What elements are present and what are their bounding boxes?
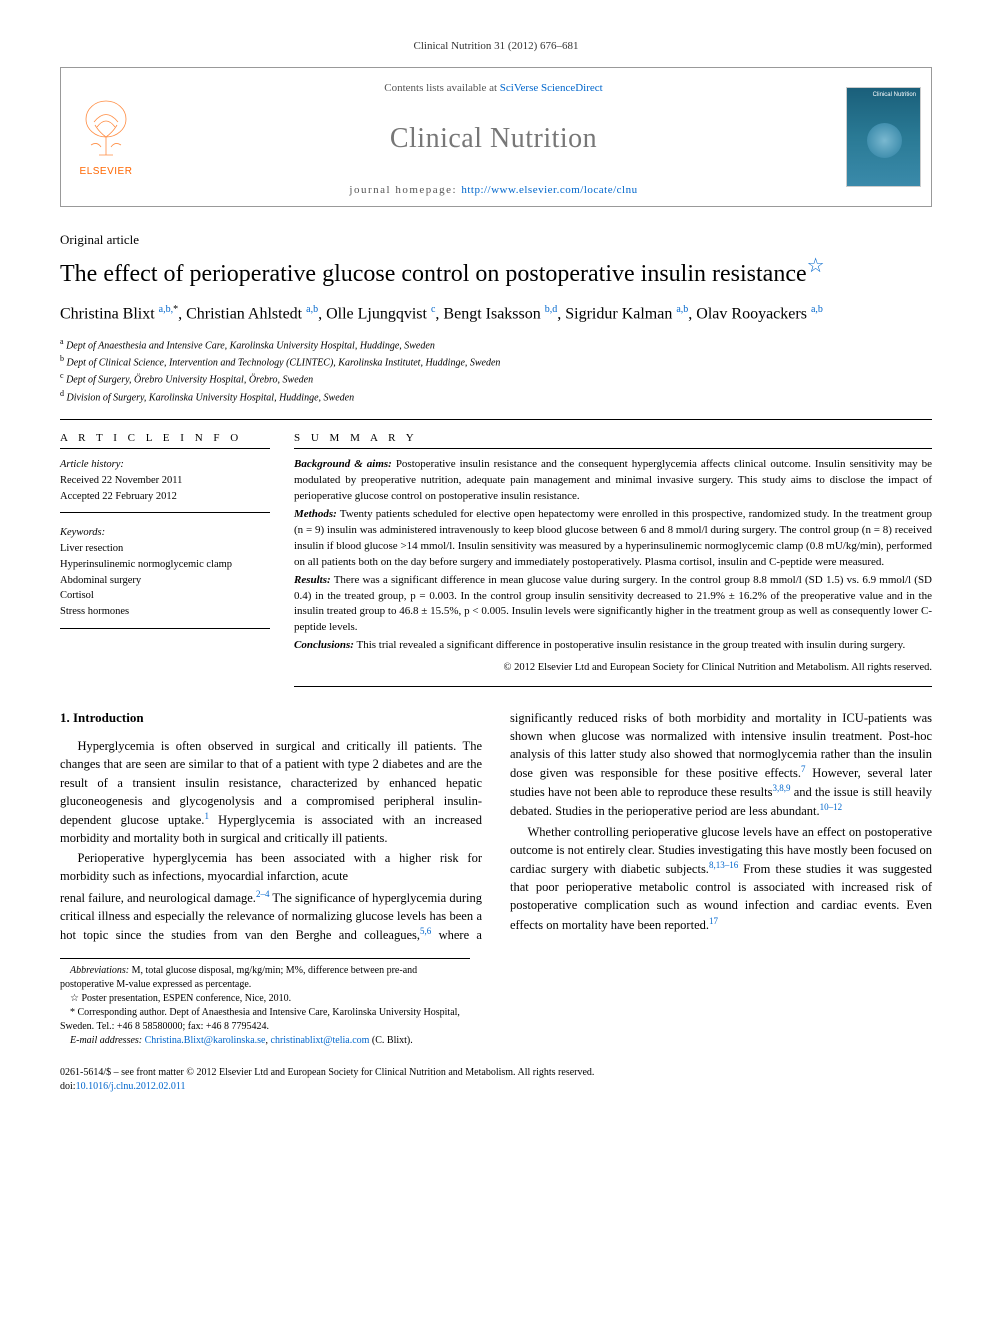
title-text: The effect of perioperative glucose cont… bbox=[60, 261, 807, 287]
body-p1: Hyperglycemia is often observed in surgi… bbox=[60, 737, 482, 847]
doi-line: doi:10.1016/j.clnu.2012.02.011 bbox=[60, 1080, 932, 1094]
results-label: Results: bbox=[294, 574, 331, 586]
copyright: © 2012 Elsevier Ltd and European Society… bbox=[294, 660, 932, 675]
body-p2: Perioperative hyperglycemia has been ass… bbox=[60, 849, 482, 885]
ref-3-8-9[interactable]: 3,8,9 bbox=[772, 783, 790, 793]
history-label: Article history: bbox=[60, 457, 270, 473]
doi-label: doi: bbox=[60, 1081, 76, 1092]
doi-link[interactable]: 10.1016/j.clnu.2012.02.011 bbox=[76, 1081, 186, 1092]
affiliation: d Division of Surgery, Karolinska Univer… bbox=[60, 388, 932, 405]
corresponding-author: * Corresponding author. Dept of Anaesthe… bbox=[60, 1006, 470, 1034]
cover-thumbnail: Clinical Nutrition bbox=[836, 68, 931, 206]
ref-10-12[interactable]: 10–12 bbox=[820, 802, 843, 812]
body-columns: 1. Introduction Hyperglycemia is often o… bbox=[60, 709, 932, 945]
keyword: Abdominal surgery bbox=[60, 573, 270, 589]
keyword: Cortisol bbox=[60, 588, 270, 604]
info-abstract-row: A R T I C L E I N F O Article history: R… bbox=[60, 432, 932, 686]
elsevier-tree-icon bbox=[79, 97, 134, 162]
title-star-icon: ☆ bbox=[807, 255, 825, 277]
elsevier-label: ELSEVIER bbox=[80, 166, 133, 177]
article-info-heading: A R T I C L E I N F O bbox=[60, 432, 270, 449]
conclusions-label: Conclusions: bbox=[294, 639, 354, 651]
background-label: Background & aims: bbox=[294, 458, 392, 470]
received-date: Received 22 November 2011 bbox=[60, 473, 270, 489]
keyword: Liver resection bbox=[60, 541, 270, 557]
issn-line: 0261-5614/$ – see front matter © 2012 El… bbox=[60, 1066, 932, 1080]
journal-header: ELSEVIER Contents lists available at Sci… bbox=[60, 67, 932, 207]
contents-prefix: Contents lists available at bbox=[384, 82, 499, 94]
methods-text: Twenty patients scheduled for elective o… bbox=[294, 508, 932, 568]
journal-homepage: journal homepage: http://www.elsevier.co… bbox=[161, 184, 826, 196]
footer: 0261-5614/$ – see front matter © 2012 El… bbox=[60, 1066, 932, 1094]
homepage-link[interactable]: http://www.elsevier.com/locate/clnu bbox=[461, 184, 637, 196]
email-label: E-mail addresses: bbox=[70, 1035, 142, 1046]
methods-label: Methods: bbox=[294, 508, 337, 520]
footnotes: Abbreviations: M, total glucose disposal… bbox=[60, 958, 470, 1048]
summary-heading: S U M M A R Y bbox=[294, 432, 932, 449]
ref-17[interactable]: 17 bbox=[709, 916, 718, 926]
section-1-heading: 1. Introduction bbox=[60, 709, 482, 728]
article-title: The effect of perioperative glucose cont… bbox=[60, 254, 932, 289]
keywords-list: Liver resectionHyperinsulinemic normogly… bbox=[60, 541, 270, 620]
keyword: Stress hormones bbox=[60, 604, 270, 620]
affiliation: a Dept of Anaesthesia and Intensive Care… bbox=[60, 336, 932, 353]
running-head: Clinical Nutrition 31 (2012) 676–681 bbox=[60, 40, 932, 52]
journal-name: Clinical Nutrition bbox=[161, 123, 826, 155]
p3a: renal failure, and neurological damage. bbox=[60, 891, 256, 905]
body-p4: Whether controlling perioperative glucos… bbox=[510, 823, 932, 934]
ref-8-13-16[interactable]: 8,13–16 bbox=[709, 860, 738, 870]
affiliation: b Dept of Clinical Science, Intervention… bbox=[60, 353, 932, 370]
poster-note: ☆ Poster presentation, ESPEN conference,… bbox=[60, 992, 470, 1006]
ref-2-4[interactable]: 2–4 bbox=[256, 889, 270, 899]
results-text: There was a significant difference in me… bbox=[294, 574, 932, 634]
contents-available: Contents lists available at SciVerse Sci… bbox=[161, 82, 826, 94]
affiliations: a Dept of Anaesthesia and Intensive Care… bbox=[60, 336, 932, 405]
cover-title: Clinical Nutrition bbox=[873, 92, 916, 98]
accepted-date: Accepted 22 February 2012 bbox=[60, 489, 270, 505]
article-info: A R T I C L E I N F O Article history: R… bbox=[60, 432, 270, 686]
email-2[interactable]: christinablixt@telia.com bbox=[271, 1035, 370, 1046]
abbreviations: Abbreviations: M, total glucose disposal… bbox=[60, 964, 470, 992]
abbrev-label: Abbreviations: bbox=[70, 965, 129, 976]
keywords-block: Keywords: Liver resectionHyperinsulinemi… bbox=[60, 525, 270, 629]
affiliation: c Dept of Surgery, Örebro University Hos… bbox=[60, 370, 932, 387]
homepage-prefix: journal homepage: bbox=[349, 184, 461, 196]
email-line: E-mail addresses: Christina.Blixt@karoli… bbox=[60, 1034, 470, 1048]
article-history: Article history: Received 22 November 20… bbox=[60, 457, 270, 513]
sciencedirect-link[interactable]: SciVerse ScienceDirect bbox=[500, 82, 603, 94]
header-center: Contents lists available at SciVerse Sci… bbox=[151, 68, 836, 206]
divider bbox=[60, 419, 932, 420]
ref-5-6[interactable]: 5,6 bbox=[420, 926, 431, 936]
elsevier-logo: ELSEVIER bbox=[61, 68, 151, 206]
email-who: (C. Blixt). bbox=[369, 1035, 412, 1046]
cover-image: Clinical Nutrition bbox=[846, 87, 921, 187]
keywords-label: Keywords: bbox=[60, 525, 270, 541]
summary: S U M M A R Y Background & aims: Postope… bbox=[294, 432, 932, 686]
article-type: Original article bbox=[60, 232, 932, 248]
keyword: Hyperinsulinemic normoglycemic clamp bbox=[60, 557, 270, 573]
authors: Christina Blixt a,b,*, Christian Ahlsted… bbox=[60, 303, 932, 326]
conclusions-text: This trial revealed a significant differ… bbox=[354, 639, 905, 651]
email-1[interactable]: Christina.Blixt@karolinska.se bbox=[145, 1035, 266, 1046]
summary-body: Background & aims: Postoperative insulin… bbox=[294, 457, 932, 686]
